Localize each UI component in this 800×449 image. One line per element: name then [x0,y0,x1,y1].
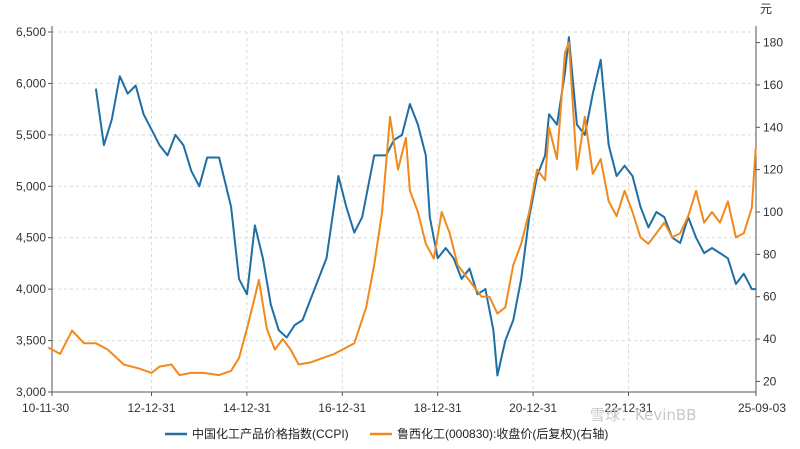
right-axis-tick-label: 60 [763,290,777,304]
luxi-price-series-line [47,41,757,377]
left-axis-tick-label: 3,000 [16,385,46,399]
right-axis-tick-label: 100 [763,205,783,219]
series-lines [47,36,757,377]
legend: 中国化工产品价格指数(CCPI) 鲁西化工(000830):收盘价(后复权)(右轴… [165,426,608,441]
x-axis-tick-label: 18-12-31 [414,401,462,415]
x-axis-tick-label: 22-12-31 [604,401,652,415]
right-axis-tick-label: 20 [763,374,777,388]
watermark-text: 雪球：KevinBB [590,406,696,424]
left-axis-tick-label: 4,000 [16,282,46,296]
x-axis-tick-label: 10-11-30 [22,401,69,415]
right-axis-tick-label: 160 [763,78,783,92]
gridlines [52,31,756,393]
left-axis-tick-label: 3,500 [16,334,46,348]
left-axis-tick-label: 6,500 [16,25,46,39]
x-axis-tick-label: 20-12-31 [509,401,557,415]
x-axis-tick-label: 25-09-03 [738,401,786,415]
right-axis-tick-label: 180 [763,36,783,50]
legend-label: 鲁西化工(000830):收盘价(后复权)(右轴) [397,426,608,441]
right-axis-tick-label: 80 [763,247,777,261]
ccpi-series-line [94,36,756,377]
x-axis-tick-label: 14-12-31 [223,401,271,415]
legend-label: 中国化工产品价格指数(CCPI) [192,426,349,441]
left-axis-tick-label: 5,500 [16,128,46,142]
x-axis-tick-label: 16-12-31 [318,401,366,415]
x-axis-tick-label: 12-12-31 [127,401,175,415]
axes: 3,000 3,500 4,000 4,500 5,000 5,500 6,000 6,500… [16,25,786,415]
right-axis-tick-label: 120 [763,163,783,177]
right-axis-tick-label: 140 [763,120,783,134]
left-axis-tick-label: 4,500 [16,231,46,245]
left-axis-tick-label: 6,000 [16,76,46,90]
right-axis-tick-label: 40 [763,332,777,346]
left-axis-tick-label: 5,000 [16,179,46,193]
right-axis-unit: 元 [760,2,772,16]
